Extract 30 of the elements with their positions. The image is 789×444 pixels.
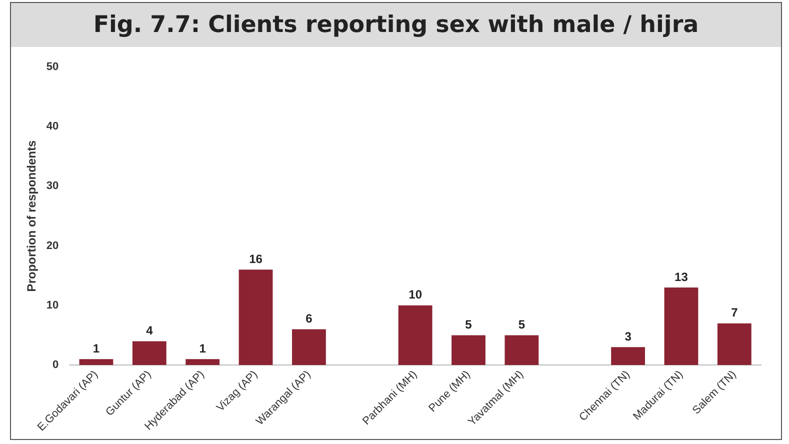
data-label: 5 bbox=[465, 318, 472, 332]
data-label: 10 bbox=[408, 288, 422, 302]
y-tick-label: 50 bbox=[46, 61, 59, 74]
y-axis-title: Proportion of respondents bbox=[24, 140, 39, 292]
data-label: 16 bbox=[249, 252, 263, 266]
bar bbox=[398, 305, 432, 366]
bar bbox=[504, 335, 539, 366]
bar bbox=[611, 347, 645, 366]
data-label: 6 bbox=[306, 312, 313, 326]
bar bbox=[186, 359, 220, 366]
y-tick-label: 0 bbox=[52, 359, 59, 372]
y-tick-label: 40 bbox=[46, 120, 59, 133]
y-tick-label: 20 bbox=[46, 240, 59, 252]
chart-title: Fig. 7.7: Clients reporting sex with male / hijra bbox=[11, 3, 781, 47]
y-tick-label: 30 bbox=[46, 180, 59, 192]
data-label: 13 bbox=[674, 270, 688, 284]
data-label: 4 bbox=[146, 324, 154, 338]
bar bbox=[452, 335, 486, 366]
y-tick-label: 10 bbox=[46, 299, 59, 312]
bar bbox=[664, 288, 698, 366]
data-label: 1 bbox=[92, 341, 100, 356]
data-label: 5 bbox=[518, 318, 526, 332]
bar bbox=[79, 359, 114, 366]
bar bbox=[292, 329, 326, 366]
bar bbox=[132, 341, 166, 366]
bar bbox=[238, 270, 273, 366]
bar bbox=[717, 323, 752, 366]
data-label: 1 bbox=[199, 341, 206, 356]
data-label: 7 bbox=[731, 306, 738, 320]
data-label: 3 bbox=[624, 329, 632, 344]
